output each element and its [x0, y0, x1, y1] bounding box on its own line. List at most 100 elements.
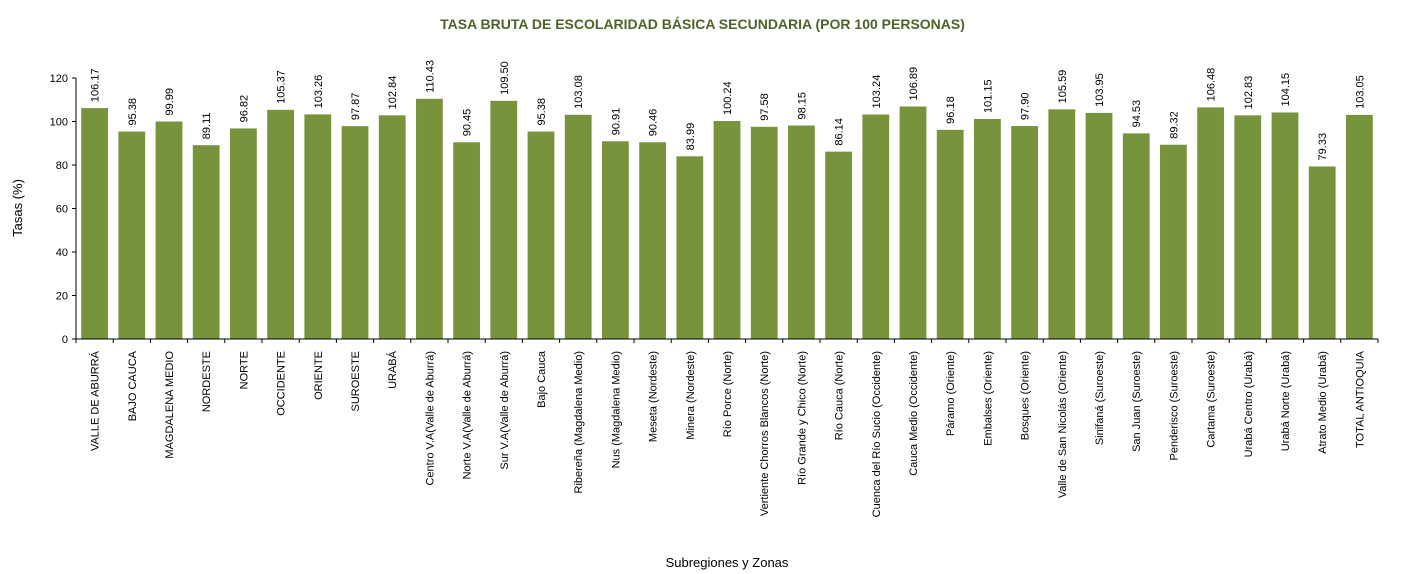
bar [1197, 107, 1224, 339]
x-tick-label: Ribereña (Magdalena Medio) [573, 351, 585, 493]
data-label: 105.37 [276, 70, 288, 104]
bar [1234, 115, 1262, 339]
x-tick-label: Río Porce (Norte) [722, 351, 734, 437]
data-label: 89.32 [1168, 111, 1180, 139]
data-label: 94.53 [1131, 100, 1143, 128]
x-axis: VALLE DE ABURRÁ BAJO CAUCA MAGDALENA MEDIO… [75, 338, 1379, 517]
x-tick-label: URABÁ [386, 350, 399, 389]
x-tick-label: TOTAL ANTIOQUIA [1354, 350, 1366, 448]
bar [750, 126, 778, 340]
data-label: 97.87 [350, 93, 362, 121]
data-label: 103.95 [1094, 73, 1106, 107]
data-label: 109.50 [499, 61, 511, 95]
x-tick-label: Cartama (Suroeste) [1206, 351, 1218, 448]
bar [81, 108, 108, 339]
bar [1346, 114, 1373, 340]
x-tick-label: Centro V.A(Valle de Aburrá) [424, 351, 436, 486]
data-label: 95.38 [536, 98, 548, 126]
chart-title: TASA BRUTA DE ESCOLARIDAD BÁSICA SECUNDA… [440, 16, 965, 32]
data-label: 86.14 [834, 118, 846, 146]
bar [639, 142, 666, 339]
bar [118, 131, 146, 339]
x-tick-label: Río Cauca (Norte) [834, 351, 846, 440]
bar [304, 114, 332, 339]
x-tick-label: Nus (Magdalena Medio) [610, 351, 622, 468]
data-label: 103.05 [1354, 75, 1366, 109]
x-tick-label: Meseta (Nordeste) [648, 351, 660, 442]
bar [453, 142, 480, 339]
data-label: 95.38 [127, 98, 139, 126]
bar [713, 120, 741, 339]
x-tick-label: Urabá Centro (Urabá) [1243, 351, 1255, 457]
data-label: 106.89 [908, 67, 920, 101]
x-tick-label: MAGDALENA MEDIO [164, 351, 176, 459]
y-axis: 0 20 40 60 80 100 120 [50, 73, 77, 346]
bar [1160, 144, 1187, 339]
bar [862, 114, 890, 339]
bar [1011, 126, 1038, 339]
bar [974, 118, 1001, 339]
x-tick-label: Valle de San Nicolás (Oriente) [1057, 351, 1069, 498]
bar [155, 121, 183, 339]
bar [192, 145, 220, 339]
x-tick-label: BAJO CAUCA [127, 350, 139, 421]
x-tick-label: Bajo Cauca [536, 350, 548, 408]
y-tick-label: 100 [50, 117, 68, 129]
bar [378, 115, 406, 339]
y-tick-label: 60 [56, 204, 68, 216]
x-tick-label: Sur V.A(Valle de Aburrá) [499, 351, 511, 470]
data-label: 90.45 [462, 109, 474, 137]
bars [81, 98, 1373, 340]
y-tick-label: 80 [56, 160, 68, 172]
x-tick-label: NORDESTE [201, 351, 213, 412]
bar [788, 125, 815, 340]
data-label: 101.15 [982, 79, 994, 113]
data-label: 97.58 [759, 93, 771, 121]
bar [527, 131, 555, 339]
bar [490, 100, 518, 340]
data-label: 110.43 [424, 60, 436, 93]
x-tick-label: Penderisco (Suroeste) [1168, 351, 1180, 460]
bar [267, 109, 294, 339]
x-tick-label: Páramo (Oriente) [945, 351, 957, 436]
x-axis-title: Subregiones y Zonas [666, 555, 789, 570]
x-tick-label: Río Grande y Chico (Norte) [796, 351, 808, 485]
bar [936, 129, 964, 339]
bar [1271, 112, 1299, 339]
bar [825, 151, 852, 339]
data-label: 83.99 [685, 123, 697, 151]
data-label: 103.26 [313, 75, 325, 109]
data-label: 103.08 [573, 75, 585, 109]
data-label: 102.84 [387, 76, 399, 110]
data-label: 103.24 [871, 75, 883, 109]
data-label: 89.11 [201, 112, 213, 139]
x-tick-label: Urabá Norte (Urabá) [1280, 351, 1292, 451]
data-label: 99.99 [164, 88, 176, 116]
data-label: 102.83 [1243, 76, 1255, 110]
data-label: 90.91 [610, 108, 622, 136]
x-tick-label: Cauca Medio (Occidente) [908, 351, 920, 476]
y-tick-label: 0 [62, 334, 68, 346]
data-label: 98.15 [796, 92, 808, 120]
x-tick-label: ORIENTE [313, 351, 325, 400]
data-label: 105.59 [1057, 70, 1069, 104]
x-tick-label: Cuenca del Río Sucio (Occidente) [871, 351, 883, 517]
data-label: 96.18 [945, 96, 957, 124]
x-tick-label: Sinifaná (Suroeste) [1094, 351, 1106, 445]
bar [1048, 109, 1076, 339]
data-label: 96.82 [238, 95, 250, 123]
data-label: 100.24 [722, 81, 734, 115]
y-axis-title: Tasas (%) [10, 179, 25, 237]
x-tick-label: Embalses (Oriente) [982, 351, 994, 446]
x-tick-label: Atrato Medio (Urabá) [1317, 351, 1329, 454]
data-label: 106.17 [90, 68, 102, 102]
bar [899, 106, 927, 339]
data-label: 106.48 [1206, 68, 1218, 102]
data-label: 97.90 [1020, 93, 1032, 121]
y-tick-label: 40 [56, 247, 68, 259]
y-tick-label: 120 [50, 73, 68, 85]
x-tick-label: OCCIDENTE [276, 351, 288, 416]
x-tick-label: Norte V.A(Valle de Aburrá) [462, 351, 474, 479]
x-tick-label: SUROESTE [350, 351, 362, 412]
x-tick-label: Minera (Nordeste) [685, 351, 697, 440]
